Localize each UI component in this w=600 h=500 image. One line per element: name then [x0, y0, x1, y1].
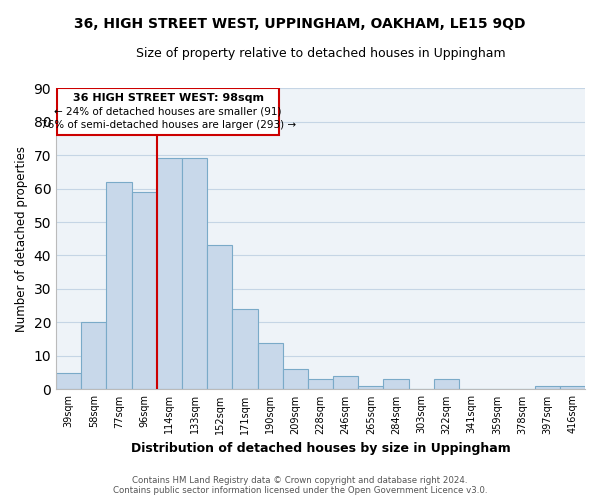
- Title: Size of property relative to detached houses in Uppingham: Size of property relative to detached ho…: [136, 48, 505, 60]
- Bar: [358, 386, 383, 390]
- Bar: [157, 158, 182, 390]
- Bar: [182, 158, 207, 390]
- Text: Contains HM Land Registry data © Crown copyright and database right 2024.
Contai: Contains HM Land Registry data © Crown c…: [113, 476, 487, 495]
- FancyBboxPatch shape: [58, 88, 279, 135]
- Text: 36 HIGH STREET WEST: 98sqm: 36 HIGH STREET WEST: 98sqm: [73, 93, 263, 103]
- Bar: [232, 309, 257, 390]
- Bar: [106, 182, 131, 390]
- Bar: [535, 386, 560, 390]
- Bar: [333, 376, 358, 390]
- Bar: [383, 380, 409, 390]
- X-axis label: Distribution of detached houses by size in Uppingham: Distribution of detached houses by size …: [131, 442, 511, 455]
- Bar: [81, 322, 106, 390]
- Text: ← 24% of detached houses are smaller (91): ← 24% of detached houses are smaller (91…: [55, 106, 282, 117]
- Text: 36, HIGH STREET WEST, UPPINGHAM, OAKHAM, LE15 9QD: 36, HIGH STREET WEST, UPPINGHAM, OAKHAM,…: [74, 18, 526, 32]
- Y-axis label: Number of detached properties: Number of detached properties: [15, 146, 28, 332]
- Bar: [131, 192, 157, 390]
- Bar: [283, 370, 308, 390]
- Bar: [56, 372, 81, 390]
- Text: 76% of semi-detached houses are larger (293) →: 76% of semi-detached houses are larger (…: [41, 120, 296, 130]
- Bar: [257, 342, 283, 390]
- Bar: [434, 380, 459, 390]
- Bar: [560, 386, 585, 390]
- Bar: [308, 380, 333, 390]
- Bar: [207, 246, 232, 390]
